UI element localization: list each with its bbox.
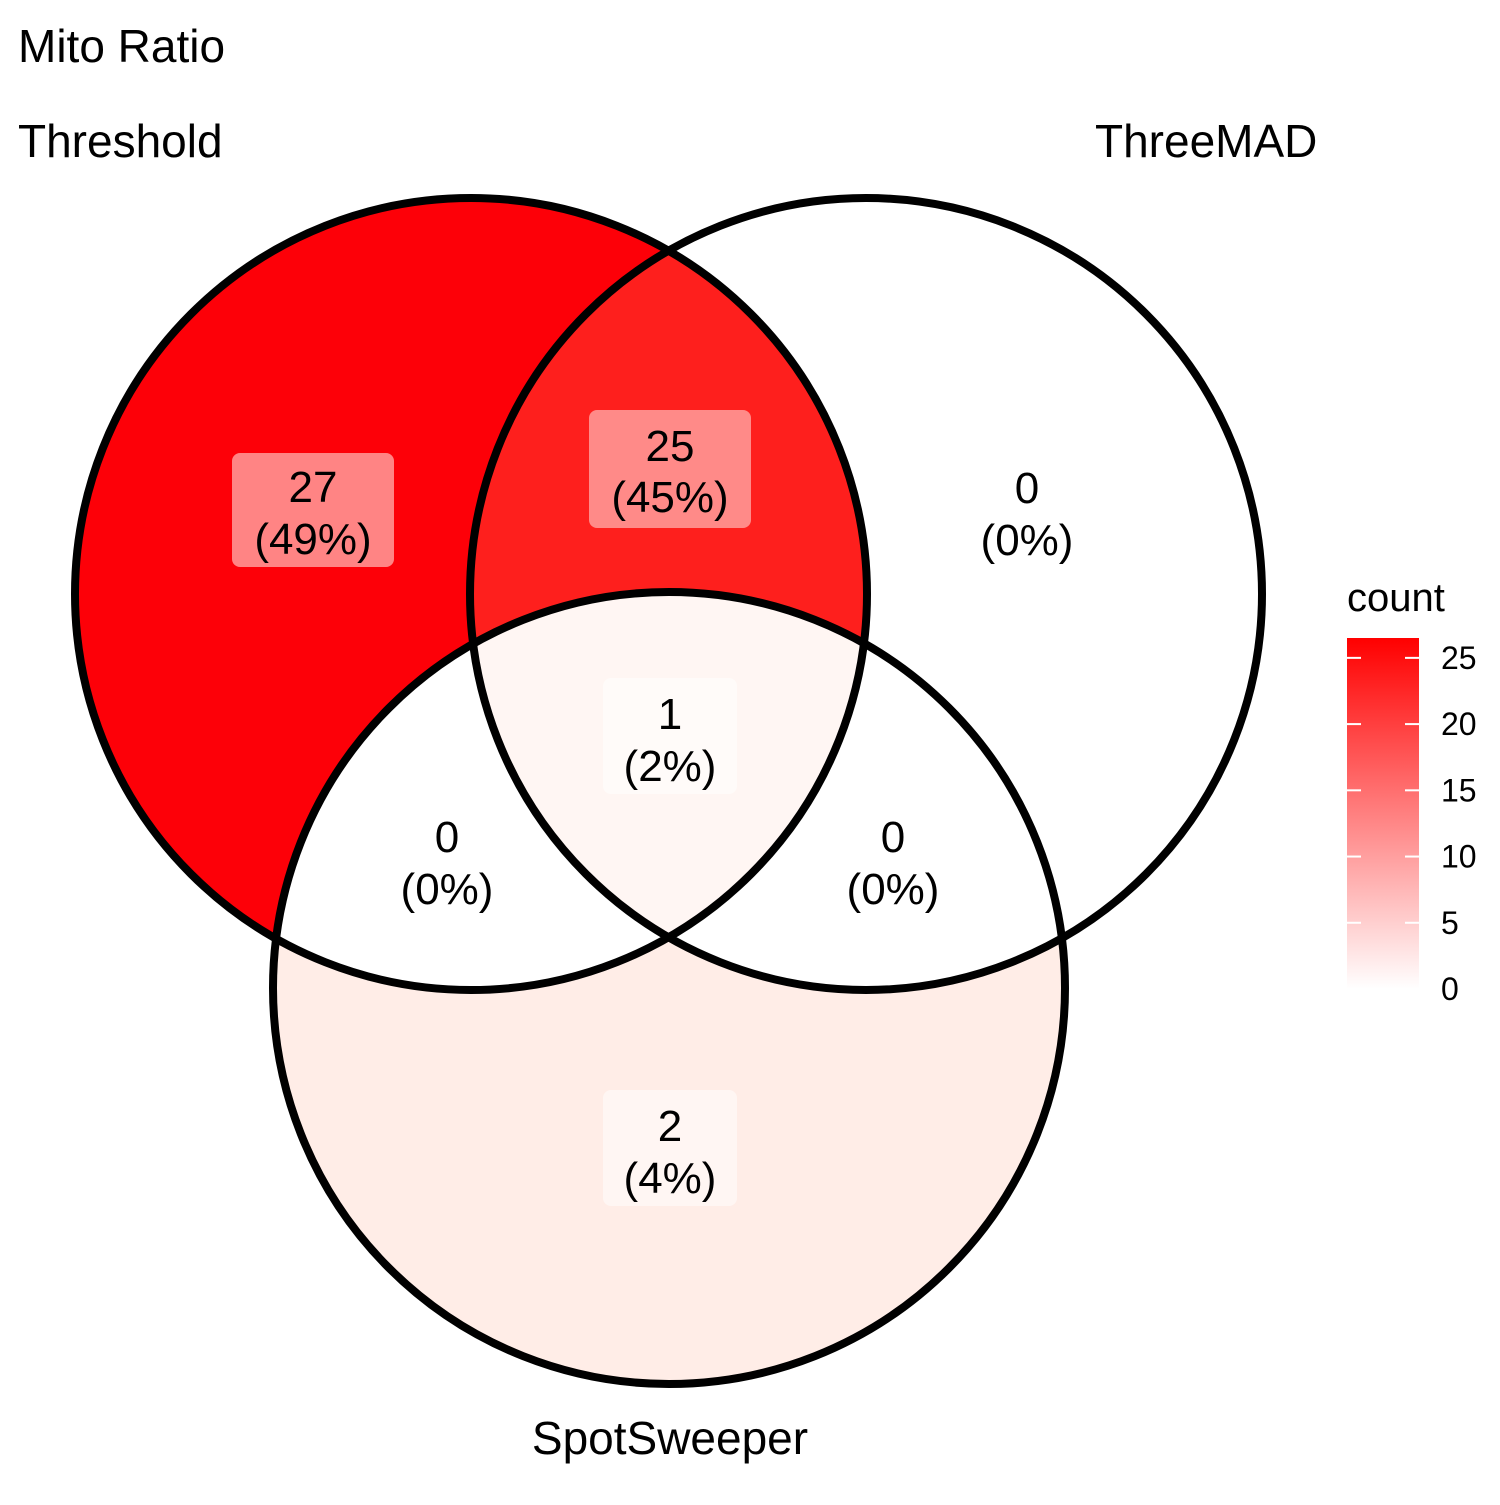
region-percent: (45%) [611,473,728,522]
region-count: 0 [881,813,905,862]
legend-tick-label: 0 [1441,971,1459,1007]
region-label-spotsweeper-only: 2 (4%) [603,1090,737,1206]
region-labels: 27 (49%) 25 (45%) 0 (0%) 1 (2%) 0 (0%) [232,410,1073,1206]
region-label-all-three: 1 (2%) [603,678,737,794]
legend: count 0 5 10 15 20 25 [1347,576,1477,1007]
region-label-threemad-only: 0 (0%) [981,464,1074,565]
legend-ticks: 0 5 10 15 20 25 [1347,640,1477,1007]
region-label-threemad-spotsweeper: 0 (0%) [847,813,940,914]
legend-colorbar [1347,638,1419,989]
region-label-threshold-only: 27 (49%) [232,453,394,567]
legend-title: count [1347,576,1445,620]
region-count: 27 [289,463,338,512]
set-label-threshold: Threshold [18,115,223,167]
circle-threemad [466,194,1266,994]
region-count: 2 [658,1102,682,1151]
legend-tick-label: 15 [1441,772,1477,808]
region-percent: (4%) [624,1154,717,1203]
set-label-threemad-clip: ThreeMAD [1095,115,1317,167]
set-label-spotsweeper: SpotSweeper [532,1412,808,1464]
region-count: 0 [1015,464,1039,513]
region-percent: (0%) [401,865,494,914]
region-percent: (0%) [847,865,940,914]
region-percent: (2%) [624,742,717,791]
region-label-threshold-threemad: 25 (45%) [589,410,751,528]
region-percent: (49%) [254,515,371,564]
legend-tick-label: 5 [1441,905,1459,941]
chart-title: Mito Ratio [18,20,225,72]
legend-tick-label: 25 [1441,640,1477,676]
region-percent: (0%) [981,516,1074,565]
circle-spotsweeper [269,588,1069,1388]
legend-tick-label: 10 [1441,839,1477,875]
region-count: 1 [658,690,682,739]
region-count: 0 [435,813,459,862]
region-label-threshold-spotsweeper: 0 (0%) [401,813,494,914]
circle-threshold [71,194,871,994]
venn-outlines [71,194,1266,1388]
legend-tick-label: 20 [1441,706,1477,742]
region-count: 25 [646,422,695,471]
set-label-threemad: ThreeMAD [1095,115,1317,167]
